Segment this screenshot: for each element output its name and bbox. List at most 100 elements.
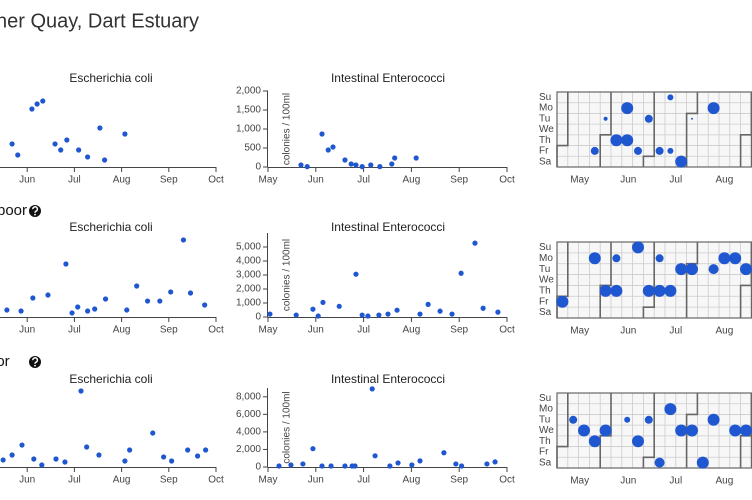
data-point — [9, 141, 15, 147]
data-point — [30, 295, 36, 301]
data-point — [389, 161, 395, 167]
data-point — [394, 307, 400, 313]
calendar-bubble — [621, 134, 634, 147]
month-label: Jul — [669, 175, 682, 186]
month-boundary — [642, 393, 655, 468]
data-point — [392, 155, 398, 161]
x-tick-label: Oct — [499, 475, 515, 486]
x-tick-label: Sep — [160, 175, 178, 186]
calendar-bubble — [569, 415, 578, 424]
data-point — [437, 308, 443, 314]
x-tick-label: Sep — [450, 175, 468, 186]
calendar-bubble — [621, 102, 634, 115]
x-tick-label: Sep — [450, 475, 468, 486]
y-tick-label: 1,000 — [236, 298, 261, 309]
data-point — [495, 309, 501, 315]
data-point — [368, 162, 374, 168]
month-label: May — [570, 476, 589, 487]
calendar-bubble — [740, 424, 752, 437]
x-tick-label: Jul — [357, 175, 370, 186]
calendar-bubble — [655, 254, 664, 263]
data-point — [336, 303, 342, 309]
calendar-bubble — [675, 155, 688, 168]
calendar-bubble — [729, 252, 742, 265]
month-label: May — [570, 175, 589, 186]
data-point — [310, 446, 316, 452]
day-label: Su — [539, 92, 551, 103]
data-point — [417, 458, 423, 464]
month-label: Jul — [669, 326, 682, 337]
data-point — [395, 460, 401, 466]
calendar-bubble — [686, 263, 698, 276]
data-point — [492, 459, 498, 465]
y-tick-label: 0 — [255, 162, 261, 173]
data-point — [187, 290, 194, 296]
x-tick-label: Sep — [160, 325, 178, 336]
calendar-bubble — [707, 102, 720, 115]
x-tick-label: Oct — [208, 475, 224, 486]
chart-title: Intestinal Enterococci — [331, 71, 445, 85]
x-tick-label: Aug — [113, 475, 131, 486]
data-point — [76, 147, 82, 153]
calendar-bubble — [653, 284, 666, 297]
data-point — [85, 308, 91, 314]
day-label: Th — [539, 285, 551, 296]
chart-title: Escherichia coli — [69, 220, 152, 234]
y-tick-label: 4,000 — [236, 256, 261, 267]
data-point — [372, 453, 378, 459]
help-icon-dot — [34, 213, 36, 216]
y-tick-label: 500 — [244, 143, 261, 154]
y-axis-label: colonies / 100ml — [282, 239, 293, 311]
data-point — [53, 456, 59, 462]
data-point — [293, 312, 299, 318]
calendar-bubble — [634, 146, 642, 155]
y-axis-label: colonies / 100ml — [282, 93, 293, 165]
help-icon[interactable] — [29, 205, 41, 217]
data-point — [45, 292, 51, 298]
data-point — [472, 240, 478, 246]
x-tick-label: Aug — [403, 475, 421, 486]
day-label: Th — [539, 436, 551, 447]
data-point — [325, 147, 331, 153]
data-point — [161, 454, 167, 460]
chart-title: Intestinal Enterococci — [331, 220, 445, 234]
data-point — [300, 461, 306, 467]
month-boundary — [642, 92, 655, 167]
data-point — [9, 452, 15, 458]
data-point — [359, 164, 365, 170]
calendar-bubble — [599, 284, 612, 297]
data-point — [18, 308, 24, 314]
data-point — [84, 444, 90, 450]
data-point — [202, 302, 208, 308]
help-icon-glyph — [32, 206, 39, 213]
data-point — [4, 307, 10, 313]
x-tick-label: Jul — [68, 175, 81, 186]
x-tick-label: Aug — [403, 325, 421, 336]
day-label: Mo — [539, 103, 553, 114]
day-label: Su — [539, 242, 551, 253]
month-label: Aug — [716, 476, 734, 487]
data-point — [320, 299, 326, 306]
data-point — [39, 462, 45, 468]
calendar-border — [556, 91, 752, 168]
data-point — [304, 164, 310, 170]
calendar-bubble — [707, 413, 720, 426]
x-tick-label: Jun — [19, 475, 35, 486]
x-tick-label: Oct — [499, 325, 515, 336]
x-tick-label: Sep — [450, 325, 468, 336]
y-tick-label: 3,000 — [236, 270, 261, 281]
data-point — [96, 452, 102, 458]
help-icon[interactable] — [29, 356, 41, 368]
data-point — [92, 306, 98, 312]
month-label: Jun — [620, 175, 636, 186]
data-point — [19, 442, 25, 448]
month-label: May — [570, 326, 589, 337]
day-label: Fr — [539, 296, 549, 307]
calendar-bubble — [632, 435, 644, 448]
x-tick-label: Oct — [208, 175, 224, 186]
data-point — [330, 144, 336, 150]
data-point — [124, 307, 130, 313]
calendar-bubble — [664, 284, 677, 297]
